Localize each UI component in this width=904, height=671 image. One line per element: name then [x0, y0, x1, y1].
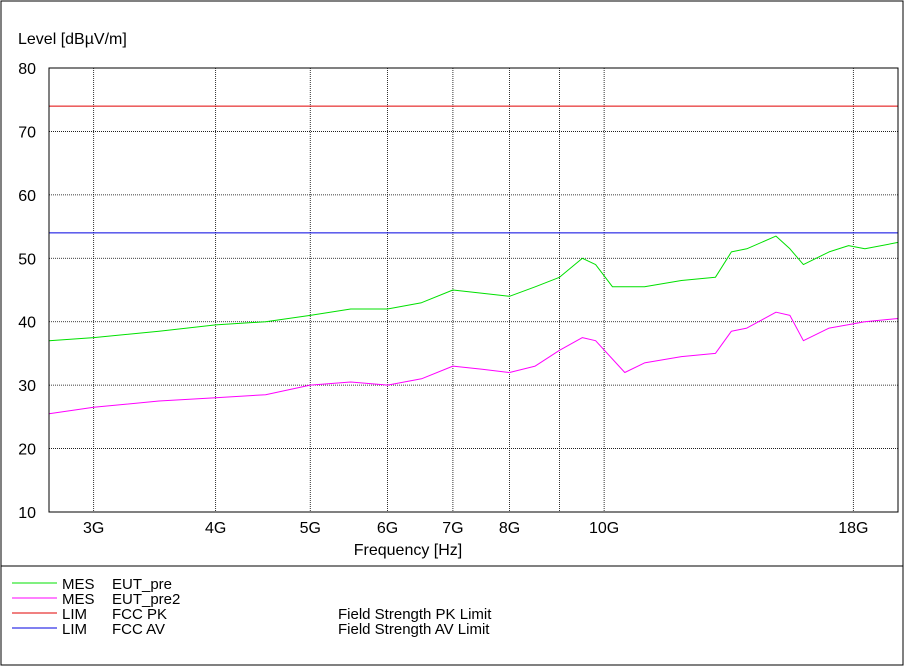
series-lines	[48, 105, 899, 415]
plot-area	[48, 67, 899, 513]
legend-name: EUT_pre2	[112, 591, 180, 608]
legend-type: LIM	[62, 621, 87, 638]
y-tick-labels: 10 20 30 40 50 60 70 80	[18, 61, 36, 522]
y-tick-label: 70	[18, 124, 36, 141]
y-tick-label: 10	[18, 505, 36, 522]
x-tick-labels: 3G 4G 5G 6G 7G 8G 10G 18G	[83, 520, 868, 537]
legend-type: MES	[62, 591, 95, 608]
x-axis-label: Frequency [Hz]	[354, 542, 462, 559]
x-tick-label: 8G	[499, 520, 520, 537]
y-tick-label: 30	[18, 378, 36, 395]
legend-type: MES	[62, 576, 95, 593]
x-tick-label: 18G	[838, 520, 868, 537]
x-tick-label: 6G	[377, 520, 398, 537]
x-tick-label: 7G	[442, 520, 463, 537]
legend-name: FCC PK	[112, 606, 167, 623]
y-tick-label: 20	[18, 442, 36, 459]
legend: MES EUT_pre MES EUT_pre2 LIM FCC PK Field Stre…	[12, 576, 492, 638]
y-axis-label: Level [dBµV/m]	[18, 31, 127, 48]
legend-description: Field Strength AV Limit	[338, 621, 490, 638]
y-tick-label: 50	[18, 251, 36, 268]
y-tick-label: 60	[18, 188, 36, 205]
y-tick-label: 80	[18, 61, 36, 78]
x-tick-label: 10G	[589, 520, 619, 537]
series-line-1	[48, 235, 899, 342]
legend-name: FCC AV	[112, 621, 165, 638]
x-tick-label: 4G	[205, 520, 226, 537]
legend-name: EUT_pre	[112, 576, 172, 593]
x-tick-label: 5G	[300, 520, 321, 537]
y-tick-label: 40	[18, 315, 36, 332]
legend-description: Field Strength PK Limit	[338, 606, 492, 623]
series-line-2	[48, 311, 899, 415]
legend-type: LIM	[62, 606, 87, 623]
x-tick-label: 3G	[83, 520, 104, 537]
